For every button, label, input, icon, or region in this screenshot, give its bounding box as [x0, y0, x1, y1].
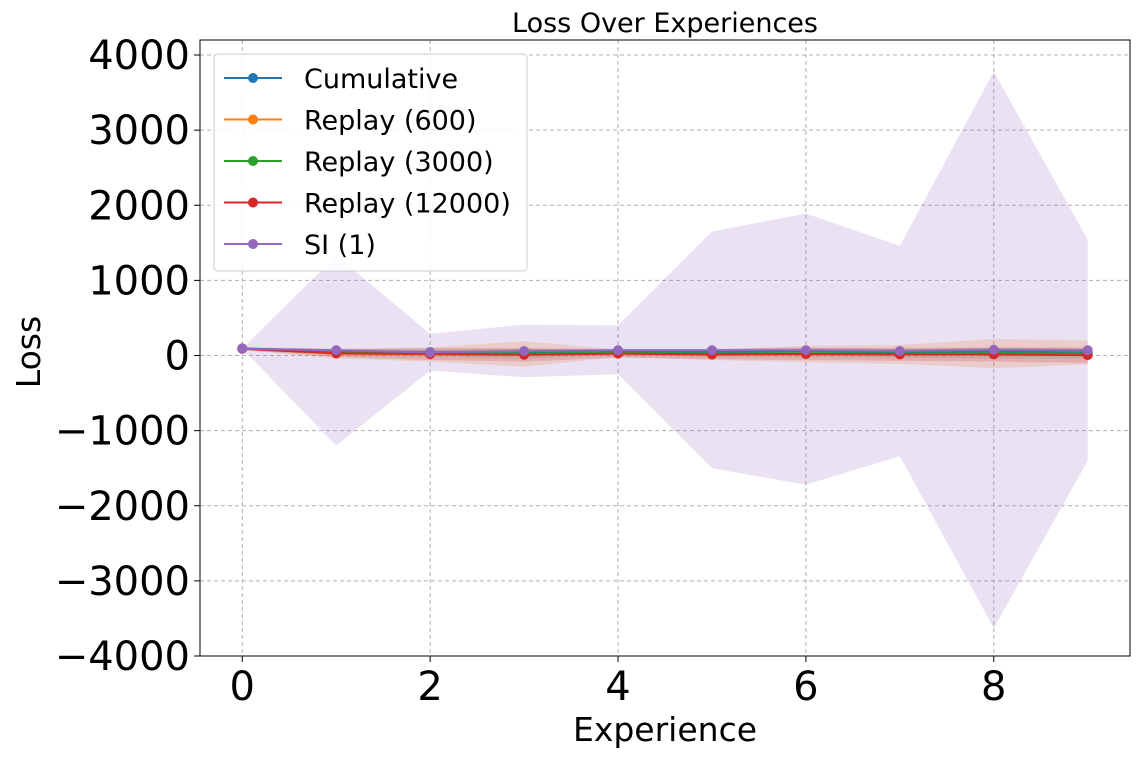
point-si-1: [519, 346, 530, 357]
legend-swatch-marker: [248, 114, 258, 125]
x-tick-label: 0: [230, 664, 255, 710]
legend-swatch-marker: [248, 197, 258, 208]
x-tick-label: 4: [605, 664, 630, 710]
line-replay-12000: [242, 347, 1088, 357]
point-si-1: [894, 346, 905, 357]
legend: Cumulative Replay (600) Replay (3000) Repla…: [213, 53, 528, 272]
legend-swatch-marker: [248, 156, 258, 166]
legend-box: [213, 53, 528, 272]
legend-swatch-marker: [248, 239, 258, 249]
line-si-1: [242, 347, 1088, 354]
x-tick-label: 6: [793, 664, 818, 710]
x-tick-label: 2: [417, 664, 442, 710]
legend-swatch-marker: [248, 73, 258, 83]
y-tick-label: 2000: [88, 183, 190, 229]
plot-frame: [199, 39, 1131, 657]
y-tick-label: 1000: [88, 258, 190, 304]
y-tick-label: −2000: [55, 484, 190, 530]
point-si-1: [613, 345, 624, 356]
y-tick-label: −3000: [55, 559, 190, 605]
x-axis-label: Experience: [573, 710, 757, 749]
y-tick-label: −4000: [55, 634, 190, 680]
point-si-1: [237, 343, 248, 354]
legend-label: Replay (600): [304, 106, 477, 137]
y-tick-label: 0: [165, 334, 190, 380]
y-tick-label: −1000: [55, 409, 190, 455]
y-tick-label: 4000: [88, 33, 190, 79]
point-si-1: [706, 345, 717, 356]
legend-label: Cumulative: [304, 64, 458, 95]
axis-ticks: 0 2 4 6 8 −4000 −3000 −2000 −1000 0 1000 2000 3000 40…: [55, 33, 1007, 710]
point-si-1: [331, 345, 342, 356]
point-si-1: [1082, 345, 1093, 356]
legend-label: Replay (3000): [304, 147, 494, 178]
point-si-1: [800, 345, 811, 356]
point-si-1: [988, 344, 999, 355]
y-tick-label: 3000: [88, 108, 190, 154]
y-axis-label: Loss: [9, 316, 48, 388]
x-tick-label: 8: [981, 664, 1006, 710]
legend-label: Replay (12000): [304, 189, 511, 220]
chart-title: Loss Over Experiences: [512, 8, 818, 39]
series-lines: [237, 343, 1093, 361]
point-si-1: [425, 347, 436, 358]
legend-label: SI (1): [304, 230, 376, 261]
